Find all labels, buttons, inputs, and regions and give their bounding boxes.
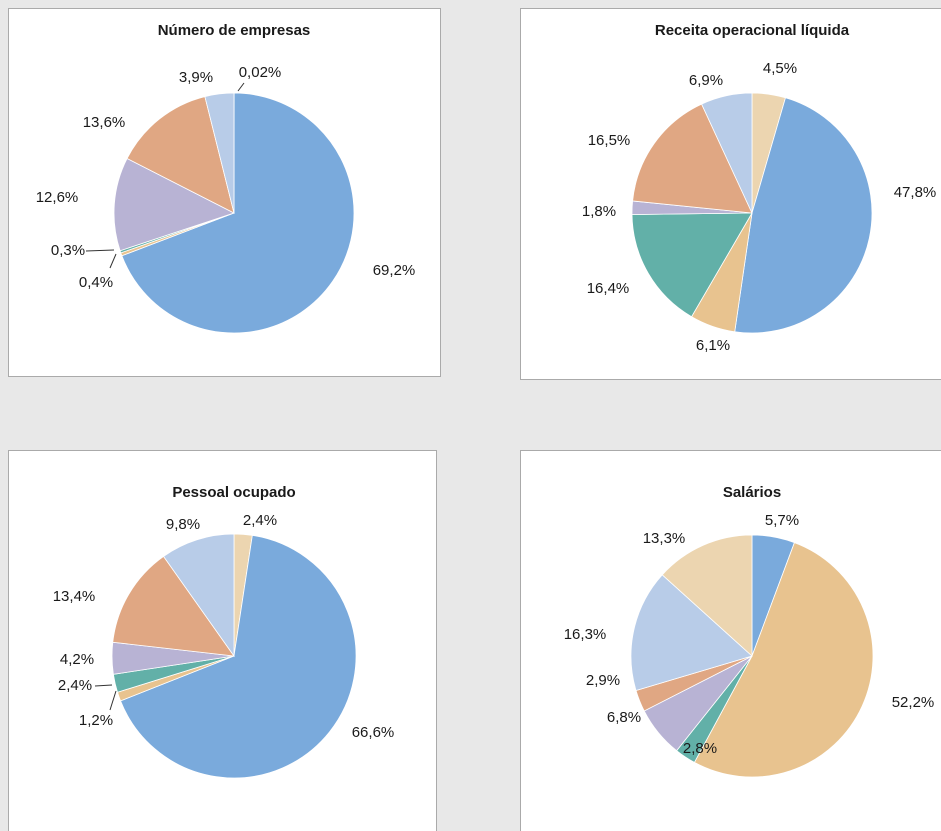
- chart-title: Pessoal ocupado: [172, 484, 295, 501]
- data-label: 13,6%: [83, 114, 126, 131]
- pie-slice: [630, 574, 753, 691]
- pie-slice: [162, 533, 235, 658]
- data-label: 6,9%: [689, 72, 723, 89]
- data-label: 2,4%: [243, 512, 277, 529]
- pie-slice: [632, 103, 753, 214]
- chart-title: Número de empresas: [158, 22, 311, 39]
- data-label: 69,2%: [373, 262, 416, 279]
- pie-slice: [631, 212, 753, 318]
- data-label: 3,9%: [179, 69, 213, 86]
- data-label: 16,4%: [587, 280, 630, 297]
- pie-slice: [701, 92, 753, 214]
- leader-line: [85, 249, 115, 252]
- data-label: 1,2%: [79, 712, 113, 729]
- data-label: 0,02%: [239, 64, 282, 81]
- data-label: 66,6%: [352, 724, 395, 741]
- pie-slice: [126, 96, 235, 214]
- data-label: 0,4%: [79, 274, 113, 291]
- data-label: 16,5%: [588, 132, 631, 149]
- data-label: 16,3%: [564, 626, 607, 643]
- pie-slice: [693, 542, 874, 778]
- pie-slice: [112, 555, 235, 657]
- data-label: 52,2%: [892, 694, 935, 711]
- chart-title: Salários: [723, 484, 781, 501]
- chart-title: Receita operacional líquida: [655, 22, 850, 39]
- data-label: 47,8%: [894, 184, 937, 201]
- data-label: 2,4%: [58, 677, 92, 694]
- pie-slice: [113, 157, 236, 252]
- data-label: 0,3%: [51, 242, 85, 259]
- pie-slice: [661, 534, 753, 657]
- pie-slice: [734, 97, 873, 334]
- data-label: 2,9%: [586, 672, 620, 689]
- pie-slice: [204, 92, 235, 214]
- pie-slice: [121, 92, 355, 334]
- data-label: 2,8%: [683, 740, 717, 757]
- data-label: 13,3%: [643, 530, 686, 547]
- leader-line: [237, 82, 245, 92]
- leader-line: [109, 253, 117, 269]
- leader-line: [109, 690, 117, 711]
- pie-slice: [120, 534, 357, 779]
- data-label: 12,6%: [36, 189, 79, 206]
- data-label: 13,4%: [53, 588, 96, 605]
- data-label: 4,2%: [60, 651, 94, 668]
- data-label: 5,7%: [765, 512, 799, 529]
- data-label: 4,5%: [763, 60, 797, 77]
- data-label: 1,8%: [582, 203, 616, 220]
- data-label: 6,8%: [607, 709, 641, 726]
- leader-line: [94, 684, 113, 687]
- data-label: 6,1%: [696, 337, 730, 354]
- data-label: 9,8%: [166, 516, 200, 533]
